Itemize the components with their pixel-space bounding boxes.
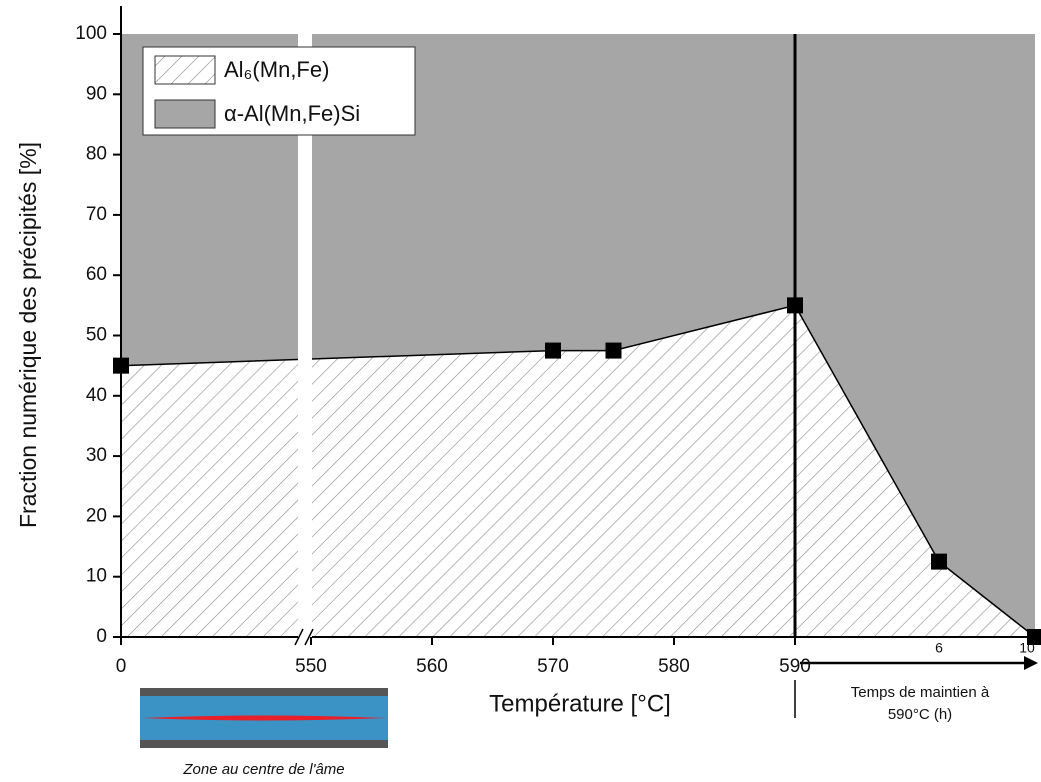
x2-tick-label: 10 bbox=[1019, 640, 1035, 656]
x2-axis-label: Temps de maintien à bbox=[851, 684, 990, 701]
inset-caption: Zone au centre de l'âme bbox=[182, 761, 344, 778]
y-tick-label: 10 bbox=[86, 566, 107, 587]
marker bbox=[605, 342, 622, 359]
inset-zone bbox=[142, 715, 386, 721]
x-axis-label: Température [°C] bbox=[489, 690, 671, 717]
x-tick-label: 580 bbox=[658, 656, 690, 677]
y-tick-label: 80 bbox=[86, 144, 107, 165]
legend-swatch bbox=[154, 55, 216, 85]
y-tick-label: 0 bbox=[96, 626, 107, 647]
x-tick-label: 550 bbox=[295, 656, 327, 677]
y-tick-label: 30 bbox=[86, 445, 107, 466]
y-tick-label: 20 bbox=[86, 505, 107, 526]
marker bbox=[545, 342, 561, 359]
y-tick-label: 90 bbox=[86, 83, 107, 104]
marker bbox=[787, 297, 803, 314]
break-mark bbox=[294, 628, 304, 646]
x-tick-label: 560 bbox=[416, 656, 448, 677]
y-tick-label: 100 bbox=[75, 23, 107, 44]
y-tick-label: 60 bbox=[86, 264, 107, 285]
time-arrow-head bbox=[1024, 656, 1038, 670]
marker bbox=[931, 553, 947, 570]
x-tick-label: 590 bbox=[779, 656, 811, 677]
x2-axis-label: 590°C (h) bbox=[888, 706, 952, 723]
legend-label: Al₆(Mn,Fe) bbox=[224, 57, 329, 82]
y-tick-label: 70 bbox=[86, 204, 107, 225]
legend-label: α-Al(Mn,Fe)Si bbox=[224, 101, 360, 126]
boundary-line bbox=[120, 304, 1036, 638]
x-tick-label: 570 bbox=[537, 656, 569, 677]
y-tick-label: 50 bbox=[86, 325, 107, 346]
break-mark bbox=[304, 628, 314, 646]
axis-break bbox=[298, 30, 312, 643]
inset bbox=[140, 688, 388, 748]
area-upper bbox=[121, 34, 1035, 637]
legend-swatch bbox=[154, 99, 216, 129]
y-axis-label: Fraction numérique des précipités [%] bbox=[15, 142, 41, 528]
area-lower bbox=[121, 305, 1035, 637]
x2-tick-label: 6 bbox=[935, 640, 943, 656]
y-tick-label: 40 bbox=[86, 385, 107, 406]
x-tick-label: 0 bbox=[116, 656, 127, 677]
